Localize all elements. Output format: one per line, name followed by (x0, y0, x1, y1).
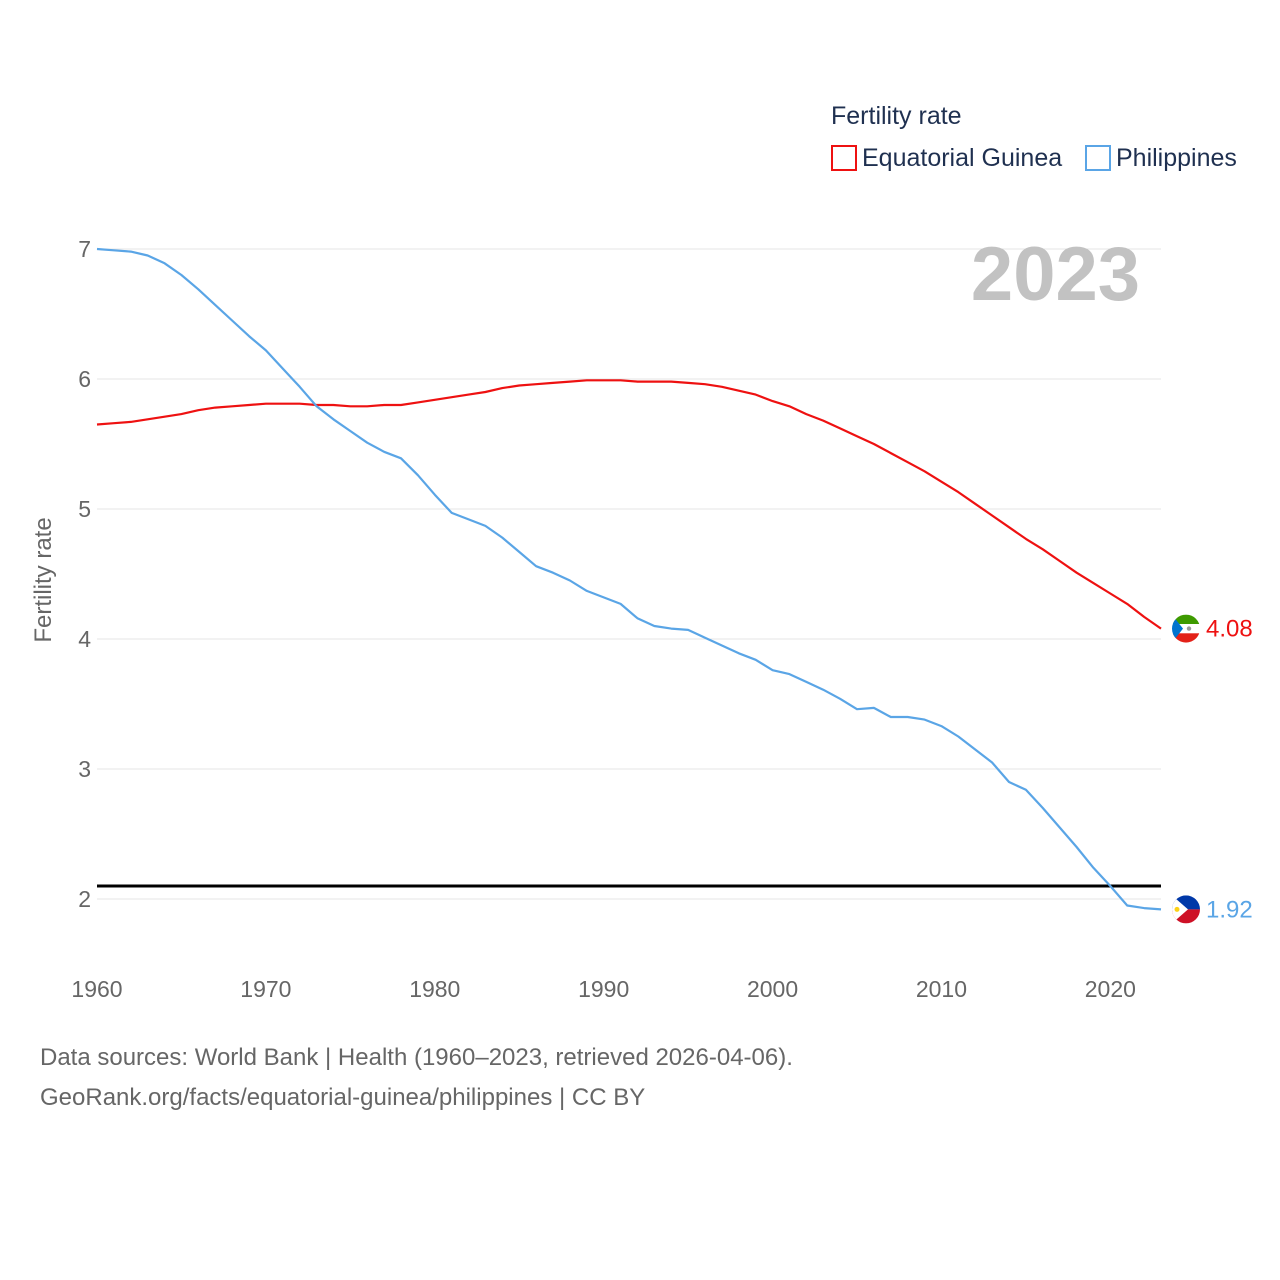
x-tick-label: 1970 (240, 976, 291, 1002)
footer-attribution[interactable]: GeoRank.org/facts/equatorial-guinea/phil… (40, 1084, 646, 1111)
legend-item-philippines[interactable]: Philippines (1085, 144, 1237, 172)
y-tick-label: 2 (78, 886, 91, 912)
y-tick-label: 3 (78, 756, 91, 782)
current-year-label: 2023 (971, 232, 1140, 317)
x-tick-label: 1960 (71, 976, 122, 1002)
y-axis-title: Fertility rate (30, 517, 57, 642)
end-value-philippines: 1.92 (1206, 896, 1253, 923)
end-marker-philippines: 1.92 (1172, 895, 1253, 924)
legend-item-equatorial-guinea[interactable]: Equatorial Guinea (831, 144, 1062, 172)
y-axis: 2 3 4 5 6 7 (78, 236, 91, 912)
x-tick-label: 2020 (1085, 976, 1136, 1002)
x-tick-label: 1990 (578, 976, 629, 1002)
x-axis: 1960 1970 1980 1990 2000 2010 2020 (71, 976, 1136, 1002)
series-line-philippines (96, 247, 1162, 911)
legend-title: Fertility rate (831, 102, 962, 130)
y-tick-label: 7 (78, 236, 91, 262)
equatorial-guinea-flag-icon (1172, 614, 1200, 643)
x-tick-label: 1980 (409, 976, 460, 1002)
end-marker-equatorial-guinea: 4.08 (1172, 614, 1253, 643)
x-tick-label: 2010 (916, 976, 967, 1002)
legend-label-philippines: Philippines (1116, 144, 1237, 172)
y-tick-label: 6 (78, 366, 91, 392)
philippines-flag-icon (1172, 895, 1200, 924)
legend-swatch-philippines (1085, 145, 1111, 171)
y-tick-label: 5 (78, 496, 91, 522)
y-tick-label: 4 (78, 626, 91, 652)
legend-swatch-equatorial-guinea (831, 145, 857, 171)
footer-sources: Data sources: World Bank | Health (1960–… (40, 1044, 793, 1071)
end-value-equatorial-guinea: 4.08 (1206, 616, 1253, 643)
legend-label-equatorial-guinea: Equatorial Guinea (862, 144, 1062, 172)
x-tick-label: 2000 (747, 976, 798, 1002)
series-line-equatorial-guinea (96, 379, 1162, 630)
grid (97, 248, 1161, 900)
